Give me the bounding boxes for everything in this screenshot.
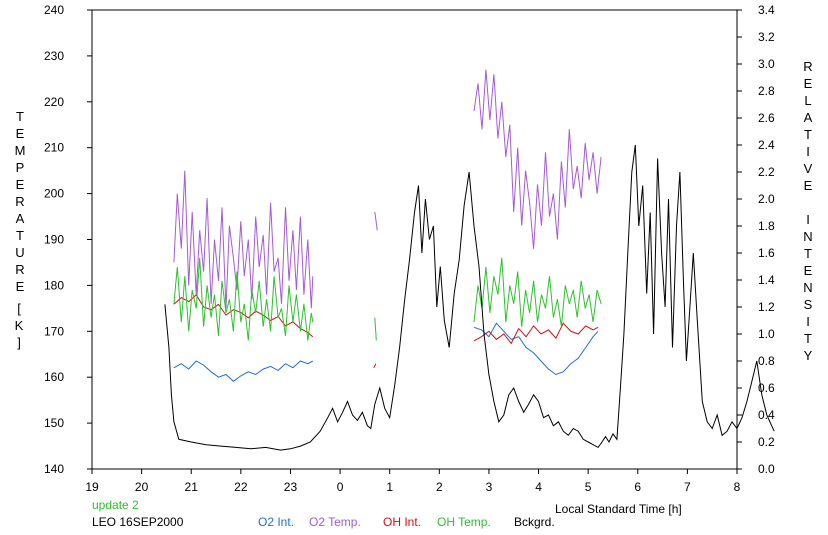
y-left-tick-label: 230 bbox=[44, 49, 64, 63]
y-left-tick-label: 220 bbox=[44, 95, 64, 109]
series-line-segment bbox=[374, 317, 377, 341]
series-line-segment bbox=[473, 69, 602, 249]
y-right-tick-label: 2.8 bbox=[758, 84, 775, 98]
x-tick-label: 7 bbox=[684, 480, 691, 494]
y-left-tick-label: 160 bbox=[44, 370, 64, 384]
y-right-tick-label: 0.2 bbox=[758, 435, 775, 449]
footer-site-date: LEO 16SEP2000 bbox=[92, 515, 184, 529]
x-tick-label: 21 bbox=[185, 480, 199, 494]
y-right-tick-label: 1.2 bbox=[758, 300, 775, 314]
y-right-tick-label: 3.2 bbox=[758, 30, 775, 44]
x-tick-label: 3 bbox=[486, 480, 493, 494]
x-tick-label: 1 bbox=[386, 480, 393, 494]
series-layer bbox=[164, 69, 775, 451]
footer-update: update 2 bbox=[92, 498, 139, 512]
series-line-segment bbox=[374, 211, 378, 231]
y-right-tick-label: 2.2 bbox=[758, 165, 775, 179]
y-right-tick-label: 3.4 bbox=[758, 3, 775, 17]
series-line-segment bbox=[173, 360, 314, 382]
axes-layer: 19 20 21 22 23 0 1 2 3 4 5 6 7 8140150160170180190200… bbox=[44, 3, 775, 494]
y-right-tick-label: 3.0 bbox=[758, 57, 775, 71]
y-left-tick-label: 190 bbox=[44, 233, 64, 247]
series-line-segment bbox=[173, 257, 314, 341]
x-tick-label: 2 bbox=[436, 480, 443, 494]
y-right-tick-label: 2.0 bbox=[758, 192, 775, 206]
y-right-tick-label: 2.6 bbox=[758, 111, 775, 125]
x-tick-label: 22 bbox=[234, 480, 248, 494]
x-tick-label: 6 bbox=[634, 480, 641, 494]
series-line-segment bbox=[473, 257, 602, 327]
x-tick-label: 23 bbox=[284, 480, 298, 494]
series-o2-int bbox=[173, 322, 599, 382]
series-oh-temp bbox=[173, 257, 602, 341]
x-axis-title: Local Standard Time [h] bbox=[555, 502, 682, 516]
y-right-tick-label: 0.6 bbox=[758, 381, 775, 395]
y-right-tick-label: 1.8 bbox=[758, 219, 775, 233]
series-line-segment bbox=[173, 170, 314, 309]
legend-bckgrd: Bckgrd. bbox=[514, 515, 555, 529]
x-tick-label: 4 bbox=[535, 480, 542, 494]
x-tick-label: 5 bbox=[585, 480, 592, 494]
series-line-segment bbox=[164, 144, 775, 451]
y-left-tick-label: 150 bbox=[44, 416, 64, 430]
legend-oh-int: OH Int. bbox=[383, 515, 421, 529]
y-left-tick-label: 200 bbox=[44, 187, 64, 201]
y-left-tick-label: 240 bbox=[44, 3, 64, 17]
series-bckgrd bbox=[164, 144, 775, 451]
plot-frame bbox=[91, 9, 738, 470]
labels-layer: Local Standard Time [h] update 2 LEO 16S… bbox=[92, 498, 682, 529]
y-axis-left-title: T E M P E R A T U R E bbox=[14, 109, 26, 294]
y-right-tick-label: 0.0 bbox=[758, 462, 775, 476]
y-right-tick-label: 1.4 bbox=[758, 273, 775, 287]
x-tick-label: 8 bbox=[734, 480, 741, 494]
x-tick-label: 20 bbox=[135, 480, 149, 494]
series-line-segment bbox=[373, 363, 377, 369]
y-right-tick-label: 2.4 bbox=[758, 138, 775, 152]
y-right-tick-label: 1.0 bbox=[758, 327, 775, 341]
legend-o2-int: O2 Int. bbox=[258, 515, 294, 529]
x-tick-label: 0 bbox=[337, 480, 344, 494]
y-left-tick-label: 140 bbox=[44, 462, 64, 476]
y-left-tick-label: 170 bbox=[44, 324, 64, 338]
y-left-tick-label: 210 bbox=[44, 141, 64, 155]
y-axis-right-title: R E L A T I V E I N T E N S I T Y bbox=[803, 59, 813, 363]
legend-oh-temp: OH Temp. bbox=[437, 515, 491, 529]
y-axis-left-unit: [ K ] bbox=[14, 301, 24, 350]
y-right-tick-label: 1.6 bbox=[758, 246, 775, 260]
series-line-segment bbox=[473, 322, 599, 345]
y-right-tick-label: 0.8 bbox=[758, 354, 775, 368]
series-line-segment bbox=[473, 322, 599, 376]
series-oh-int bbox=[173, 294, 599, 369]
series-o2-temp bbox=[173, 69, 602, 309]
y-left-tick-label: 180 bbox=[44, 278, 64, 292]
legend-o2-temp: O2 Temp. bbox=[309, 515, 361, 529]
x-tick-label: 19 bbox=[85, 480, 99, 494]
